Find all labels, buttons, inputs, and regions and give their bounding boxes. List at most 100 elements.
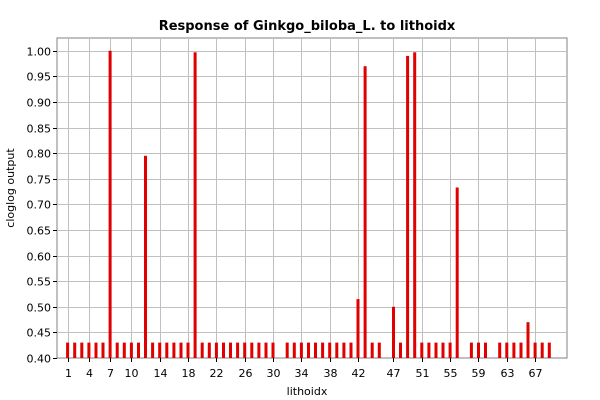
x-tick-label: 47: [387, 367, 401, 380]
y-tick-label: 0.70: [27, 199, 52, 212]
bar: [193, 52, 197, 359]
bar: [484, 342, 487, 358]
y-tick-label: 0.55: [27, 276, 52, 289]
grid: [57, 38, 567, 359]
chart-title: Response of Ginkgo_biloba_L. to lithoidx: [159, 19, 456, 34]
bar: [526, 322, 530, 358]
bar: [299, 342, 303, 358]
bar: [363, 66, 367, 358]
y-tick-label: 0.75: [27, 174, 52, 187]
bar: [122, 342, 126, 358]
bar: [129, 342, 133, 358]
y-tick-label: 0.50: [27, 302, 52, 315]
bar: [151, 342, 155, 358]
y-tick-label: 0.65: [27, 225, 52, 238]
bar: [399, 342, 402, 358]
y-tick-label: 1.00: [27, 46, 52, 59]
bar: [80, 342, 84, 358]
bar: [87, 342, 91, 358]
bar: [427, 342, 431, 358]
bar: [455, 187, 459, 358]
y-tick-label: 0.40: [27, 353, 52, 366]
bar: [222, 342, 225, 358]
bar: [434, 342, 438, 358]
bar: [165, 342, 169, 358]
x-tick-label: 10: [125, 367, 139, 380]
x-tick-label: 14: [154, 367, 168, 380]
y-tick-label: 0.95: [27, 71, 52, 84]
x-tick-label: 55: [444, 367, 458, 380]
bar: [547, 342, 551, 358]
x-tick-label: 34: [295, 367, 309, 380]
bar: [94, 342, 98, 358]
bar: [335, 342, 339, 358]
bar: [101, 342, 105, 358]
bar: [370, 342, 374, 358]
bar: [115, 342, 119, 358]
y-tick-label: 0.85: [27, 123, 52, 136]
x-tick-label: 18: [182, 367, 196, 380]
y-axis-label: cloglog output: [4, 148, 17, 228]
bar: [158, 342, 162, 358]
bar: [264, 342, 268, 358]
bar: [179, 342, 183, 358]
bar: [540, 342, 544, 358]
x-tick-label: 38: [324, 367, 338, 380]
bar: [186, 342, 190, 358]
x-axis-ticks: 1 4 7 10 14 18 22 26 30 34 38 42 47 51 55 59 63 67: [65, 358, 543, 380]
bar: [108, 50, 112, 359]
bar: [498, 342, 502, 358]
bar: [66, 342, 70, 358]
x-tick-label: 59: [472, 367, 486, 380]
plot-area: [56, 37, 568, 359]
bar: [271, 342, 275, 358]
bar: [292, 342, 296, 358]
bar: [250, 342, 254, 358]
bar: [144, 155, 147, 358]
bar: [229, 342, 232, 358]
bars: [66, 50, 551, 359]
bar: [257, 342, 261, 358]
bar: [448, 342, 452, 358]
bar: [214, 342, 218, 358]
x-axis-label: lithoidx: [287, 385, 328, 398]
x-tick-label: 51: [416, 367, 430, 380]
bar: [349, 342, 353, 358]
bar: [207, 342, 211, 358]
bar: [420, 342, 424, 358]
bar: [73, 342, 77, 358]
bar: [356, 299, 360, 358]
bar: [533, 342, 537, 358]
x-tick-label: 4: [86, 367, 93, 380]
bar: [342, 342, 346, 358]
y-tick-label: 0.45: [27, 327, 52, 340]
x-tick-label: 63: [501, 367, 515, 380]
bar: [377, 342, 381, 358]
bar: [243, 342, 247, 358]
bar: [413, 52, 417, 359]
bar: [236, 342, 240, 358]
bar: [307, 342, 310, 358]
bar: [406, 55, 410, 359]
bar: [392, 306, 395, 358]
y-tick-label: 0.80: [27, 148, 52, 161]
bar: [441, 342, 445, 358]
x-tick-label: 42: [352, 367, 366, 380]
bar: [285, 342, 289, 358]
x-tick-label: 30: [267, 367, 281, 380]
bar: [314, 342, 317, 358]
x-tick-label: 67: [529, 367, 543, 380]
x-tick-label: 1: [65, 367, 72, 380]
bar: [469, 342, 473, 358]
bar: [200, 342, 204, 358]
bar: [328, 342, 332, 358]
bar: [512, 342, 516, 358]
y-tick-label: 0.60: [27, 251, 52, 264]
bar: [172, 342, 176, 358]
bar: [321, 342, 325, 358]
bar: [519, 342, 523, 358]
bar: [477, 342, 480, 358]
y-tick-label: 0.90: [27, 97, 52, 110]
x-tick-label: 22: [210, 367, 224, 380]
